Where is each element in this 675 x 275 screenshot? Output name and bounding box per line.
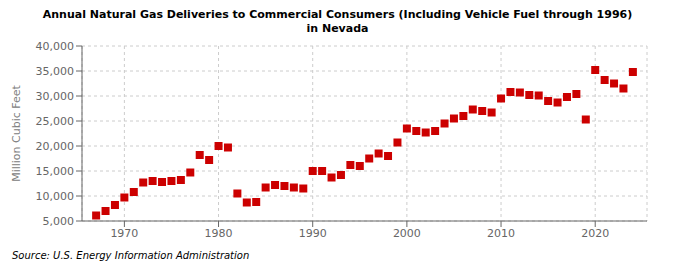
svg-text:2000: 2000	[393, 227, 421, 240]
svg-text:25,000: 25,000	[36, 115, 75, 128]
svg-text:1980: 1980	[205, 227, 233, 240]
svg-text:2010: 2010	[487, 227, 515, 240]
svg-text:35,000: 35,000	[36, 65, 75, 78]
svg-text:40,000: 40,000	[36, 40, 75, 53]
svg-text:20,000: 20,000	[36, 140, 75, 153]
svg-text:1970: 1970	[110, 227, 138, 240]
svg-text:1990: 1990	[299, 227, 327, 240]
svg-text:30,000: 30,000	[36, 90, 75, 103]
svg-text:Million Cubic Feet: Million Cubic Feet	[10, 84, 23, 181]
html-text:in Nevada: in Nevada	[306, 22, 369, 35]
svg-text:5,000: 5,000	[43, 215, 75, 228]
html-text:Source: U.S. Energy Informatio: Source: U.S. Energy Information Administ…	[12, 250, 250, 261]
svg-text:15,000: 15,000	[36, 165, 75, 178]
html-text:Annual Natural Gas Deliveries: Annual Natural Gas Deliveries to Commerc…	[42, 8, 633, 21]
svg-text:10,000: 10,000	[36, 190, 75, 203]
svg-text:2020: 2020	[581, 227, 609, 240]
